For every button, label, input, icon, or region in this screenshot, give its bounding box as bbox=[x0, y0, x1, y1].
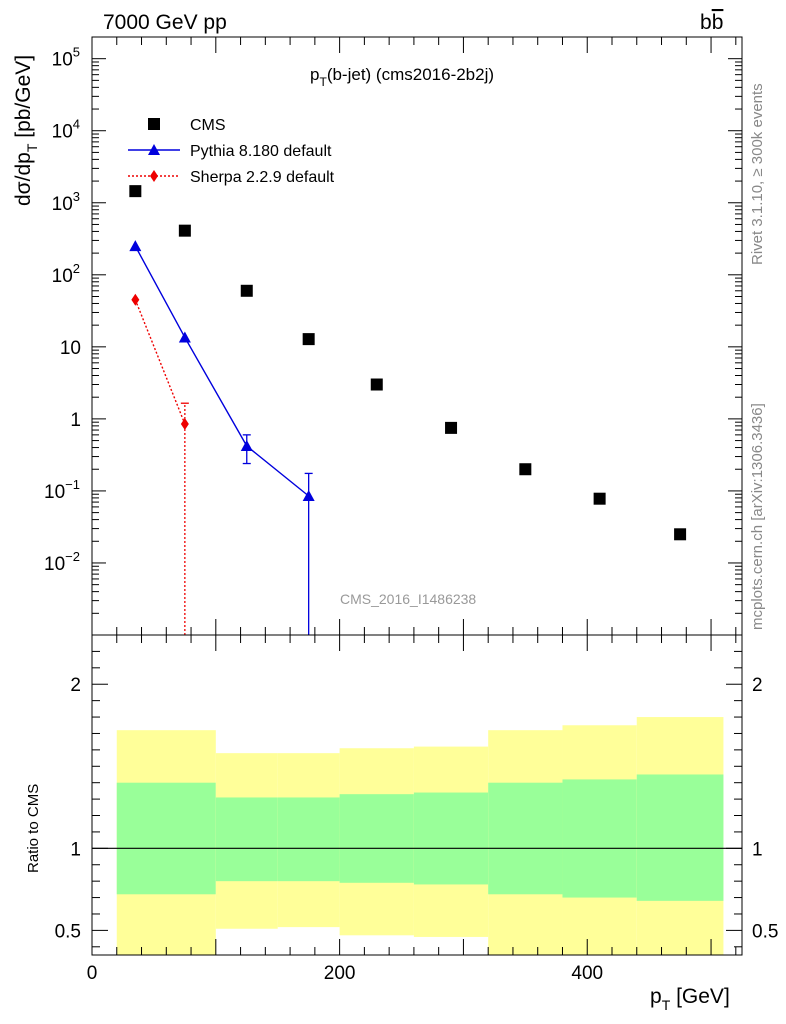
y-tick-label: 10−1 bbox=[44, 477, 80, 503]
y-tick-label: 105 bbox=[52, 45, 80, 71]
ratio-panel: 0 200 400 0.5 0.5 1 1 2 2 Ratio to CMS pT [GeV] bbox=[25, 634, 778, 1013]
y-tick-label: 104 bbox=[52, 117, 80, 143]
x-tick-label: 200 bbox=[324, 963, 356, 984]
band-inner-0 bbox=[116, 782, 216, 895]
band-inner-2 bbox=[277, 797, 340, 882]
y-tick-base: 10 bbox=[52, 266, 73, 287]
series-1 bbox=[129, 240, 315, 635]
legend-label: CMS bbox=[190, 117, 226, 134]
data-point bbox=[674, 528, 687, 541]
ratio-y-tick-label: 2 bbox=[70, 675, 81, 696]
data-point bbox=[593, 492, 606, 505]
y-tick-exp: −1 bbox=[65, 477, 80, 492]
data-point bbox=[302, 490, 315, 502]
series-0 bbox=[129, 185, 687, 541]
ratio-y-tick-label: 1 bbox=[70, 839, 81, 860]
series-line-1 bbox=[134, 245, 310, 497]
y-tick-base: 10 bbox=[52, 50, 73, 71]
rivet-label: Rivet 3.1.10, ≥ 300k events bbox=[749, 83, 766, 265]
y-tick-exp: −2 bbox=[65, 549, 80, 564]
y-tick-base: 10 bbox=[52, 122, 73, 143]
data-point bbox=[178, 331, 191, 343]
band-inner-3 bbox=[339, 794, 414, 883]
main-title-sub: T bbox=[319, 75, 327, 89]
y-tick-base: 10 bbox=[52, 194, 73, 215]
legend-marker bbox=[148, 144, 160, 155]
ratio-frame bbox=[91, 634, 743, 956]
ratio-y-tick-label-right: 1 bbox=[752, 839, 763, 860]
header-process-b: b bbox=[700, 11, 712, 34]
data-point bbox=[131, 293, 140, 306]
ratio-y-label: Ratio to CMS bbox=[25, 784, 42, 873]
data-point bbox=[129, 240, 142, 252]
x-axis-label-sub: T bbox=[662, 997, 671, 1013]
y-tick-label: 102 bbox=[52, 261, 80, 287]
y-tick-label: 1 bbox=[70, 410, 81, 431]
x-tick-label: 0 bbox=[87, 963, 98, 984]
main-y-label-rest: [pb/GeV] bbox=[12, 55, 35, 144]
main-y-label-sub: T bbox=[24, 143, 40, 152]
y-tick-exp: 3 bbox=[73, 189, 80, 204]
ratio-grid: 0 200 400 0.5 0.5 1 1 2 2 bbox=[55, 634, 778, 984]
band-inner-7 bbox=[636, 774, 724, 901]
data-point bbox=[302, 333, 315, 346]
y-tick-label: 103 bbox=[52, 189, 80, 215]
data-point bbox=[240, 440, 253, 452]
x-axis-label-rest: [GeV] bbox=[670, 985, 730, 1008]
series-line-2 bbox=[134, 299, 186, 425]
y-tick-base: 10 bbox=[44, 482, 65, 503]
y-tick-base: 10 bbox=[44, 554, 65, 575]
y-tick-label: 10−2 bbox=[44, 549, 80, 575]
band-inner-5 bbox=[488, 782, 563, 895]
ratio-y-tick-label-right: 2 bbox=[752, 675, 763, 696]
data-point bbox=[240, 284, 253, 297]
data-point bbox=[519, 463, 532, 476]
x-axis-label-main: p bbox=[650, 985, 662, 1008]
legend-label: Sherpa 2.2.9 default bbox=[190, 169, 335, 186]
band-inner-6 bbox=[562, 779, 637, 898]
data-point bbox=[445, 421, 458, 434]
legend: CMS Pythia 8.180 default Sherpa 2.2.9 defa… bbox=[128, 117, 335, 186]
header-process: bb bbox=[700, 11, 723, 34]
x-tick-label: 400 bbox=[571, 963, 603, 984]
ratio-y-tick-label: 0.5 bbox=[55, 921, 81, 942]
y-tick-exp: 5 bbox=[73, 45, 80, 60]
data-point bbox=[129, 185, 142, 198]
legend-label: Pythia 8.180 default bbox=[190, 143, 332, 160]
data-point bbox=[180, 417, 189, 430]
main-title: pT(b-jet) (cms2016-2b2j) bbox=[310, 65, 494, 89]
main-title-rest: (b-jet) (cms2016-2b2j) bbox=[327, 65, 494, 84]
main-title-p: p bbox=[310, 65, 319, 84]
main-series bbox=[129, 185, 687, 635]
series-2 bbox=[131, 293, 189, 635]
x-axis-label: pT [GeV] bbox=[650, 985, 730, 1013]
band-inner-1 bbox=[215, 797, 278, 882]
legend-marker bbox=[148, 118, 160, 130]
header-energy: 7000 GeV pp bbox=[103, 11, 227, 34]
watermark: CMS_2016_I1486238 bbox=[340, 591, 476, 607]
data-point bbox=[370, 378, 383, 391]
mcplots-label: mcplots.cern.ch [arXiv:1306.3436] bbox=[749, 403, 766, 630]
main-y-label-main: dσ/dp bbox=[12, 152, 35, 206]
ratio-y-tick-label-right: 0.5 bbox=[752, 921, 778, 942]
legend-marker bbox=[150, 170, 158, 182]
y-tick-label: 10 bbox=[60, 338, 81, 359]
ratio-bands bbox=[92, 717, 742, 955]
main-y-label: dσ/dpT [pb/GeV] bbox=[12, 55, 40, 206]
data-point bbox=[178, 224, 191, 237]
band-inner-4 bbox=[413, 792, 489, 885]
y-tick-exp: 4 bbox=[73, 117, 80, 132]
header-process-bbar: b bbox=[712, 11, 724, 34]
y-tick-exp: 2 bbox=[73, 261, 80, 276]
